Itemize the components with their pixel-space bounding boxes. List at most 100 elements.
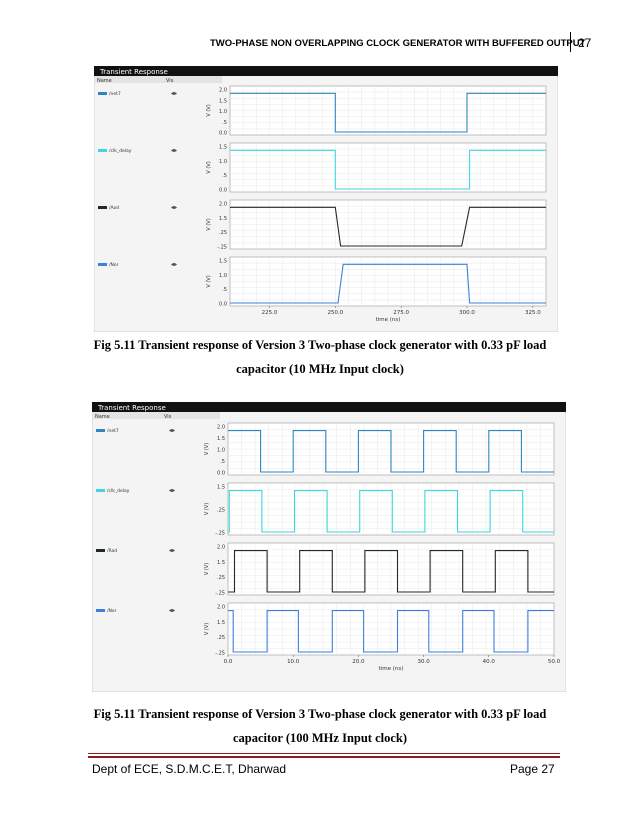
y-tick-label: -.25 [215, 591, 225, 597]
y-axis-label: V (V) [204, 623, 210, 635]
legend-label: /net7 [107, 428, 119, 434]
x-tick-label: 225.0 [262, 310, 278, 316]
eye-icon [171, 149, 177, 152]
y-axis-label: V (V) [206, 275, 212, 287]
y-tick-label: 0.0 [219, 188, 227, 194]
signal-line-Aod [230, 206, 546, 247]
y-tick-label: 1.0 [219, 273, 227, 279]
x-tick-label: 250.0 [327, 310, 343, 316]
y-axis-label: V (V) [206, 104, 212, 116]
y-tick-label: .5 [222, 173, 227, 179]
y-axis-label: V (V) [204, 443, 210, 455]
y-axis-label: V (V) [204, 563, 210, 575]
y-tick-label: 1.0 [219, 109, 227, 115]
y-tick-label: .25 [217, 635, 225, 641]
y-tick-label: -.25 [217, 245, 227, 251]
y-tick-label: 1.5 [219, 259, 227, 265]
x-tick-label: 50.0 [548, 659, 561, 665]
y-tick-label: .25 [217, 575, 225, 581]
y-tick-label: 1.5 [219, 145, 227, 151]
x-tick-label: 40.0 [483, 659, 496, 665]
y-tick-label: 1.5 [217, 560, 225, 566]
footer-department: Dept of ECE, S.D.M.C.E.T, Dharwad [92, 762, 287, 776]
signal-line-Nor [230, 263, 546, 304]
y-tick-label: 0.0 [219, 302, 227, 308]
y-tick-label: .5 [222, 120, 227, 126]
y-tick-label: 1.5 [217, 485, 225, 491]
legend-swatch [98, 92, 107, 95]
y-tick-label: 1.0 [217, 448, 225, 454]
eye-icon [169, 549, 175, 552]
signal-line-net7 [228, 430, 554, 473]
y-tick-label: 0.0 [217, 471, 225, 477]
eye-icon [169, 609, 175, 612]
signal-line-clk_delay [230, 149, 546, 190]
y-tick-label: .25 [219, 230, 227, 236]
y-tick-label: 1.5 [217, 620, 225, 626]
legend-swatch [98, 263, 107, 266]
col-vis-header: Vis [164, 414, 172, 420]
y-tick-label: 1.0 [219, 159, 227, 165]
x-tick-label: 10.0 [287, 659, 300, 665]
y-axis-label: V (V) [206, 161, 212, 173]
transient-figure-10mhz: Transient Response Name Vis /net7 2.0 1.5 1… [94, 66, 558, 332]
legend-swatch [96, 609, 105, 612]
x-tick-label: 30.0 [417, 659, 430, 665]
legend-swatch [98, 206, 107, 209]
figure1-caption-line1: Fig 5.11 Transient response of Version 3… [93, 338, 547, 352]
x-axis-label: time (ns) [379, 666, 404, 672]
window-title: Transient Response [99, 68, 168, 76]
legend-label: /clk_delay [109, 148, 132, 154]
y-tick-label: -.25 [215, 531, 225, 537]
signal-line-net7 [230, 92, 546, 133]
legend-label: /clk_delay [107, 488, 130, 494]
footer-rule-thick [88, 756, 560, 758]
y-tick-label: 2.0 [219, 202, 227, 208]
figure1-caption-line2: capacitor (10 MHz Input clock) [236, 362, 404, 376]
y-tick-label: 2.0 [217, 425, 225, 431]
figure2-caption: Fig 5.11 Transient response of Version 3… [60, 702, 580, 750]
x-axis-label: time (ns) [376, 317, 401, 323]
y-tick-label: .5 [222, 287, 227, 293]
window-title: Transient Response [97, 404, 166, 412]
y-tick-label: .5 [220, 459, 225, 465]
legend-swatch [96, 489, 105, 492]
legend-swatch [98, 149, 107, 152]
eye-icon [171, 92, 177, 95]
x-tick-label: 300.0 [459, 310, 475, 316]
eye-icon [169, 429, 175, 432]
x-tick-label: 20.0 [352, 659, 365, 665]
legend-swatch [96, 549, 105, 552]
eye-icon [171, 206, 177, 209]
x-tick-label: 0.0 [224, 659, 233, 665]
y-tick-label: .25 [217, 508, 225, 514]
x-tick-label: 325.0 [525, 310, 541, 316]
col-name-header: Name [97, 78, 112, 84]
y-tick-label: 1.5 [219, 216, 227, 222]
figure2-caption-line1: Fig 5.11 Transient response of Version 3… [93, 707, 547, 721]
page-header-number: 27 [578, 36, 592, 50]
footer-page-number: Page 27 [510, 762, 555, 776]
signal-line-clk_delay [228, 490, 554, 533]
figure2-caption-line2: capacitor (100 MHz Input clock) [232, 731, 408, 745]
y-tick-label: 2.0 [217, 545, 225, 551]
legend-label: /Nor [109, 262, 119, 268]
col-name-header: Name [95, 414, 110, 420]
y-axis-label: V (V) [204, 503, 210, 515]
legend-label: /net7 [109, 91, 121, 97]
legend-label: /Rad [107, 548, 117, 554]
legend-label: /Nor [107, 608, 117, 614]
signal-line-Nor [228, 610, 554, 653]
eye-icon [171, 263, 177, 266]
signal-line-Rad [228, 550, 554, 593]
legend-label: /Aod [109, 205, 119, 211]
footer-rule [88, 753, 560, 754]
y-axis-label: V (V) [206, 218, 212, 230]
header-divider [570, 32, 571, 52]
y-tick-label: 2.0 [219, 88, 227, 94]
col-vis-header: Vis [166, 78, 174, 84]
x-tick-label: 275.0 [393, 310, 409, 316]
figure1-caption: Fig 5.11 Transient response of Version 3… [60, 333, 580, 381]
page-header-title: TWO-PHASE NON OVERLAPPING CLOCK GENERATO… [210, 38, 586, 49]
legend-swatch [96, 429, 105, 432]
